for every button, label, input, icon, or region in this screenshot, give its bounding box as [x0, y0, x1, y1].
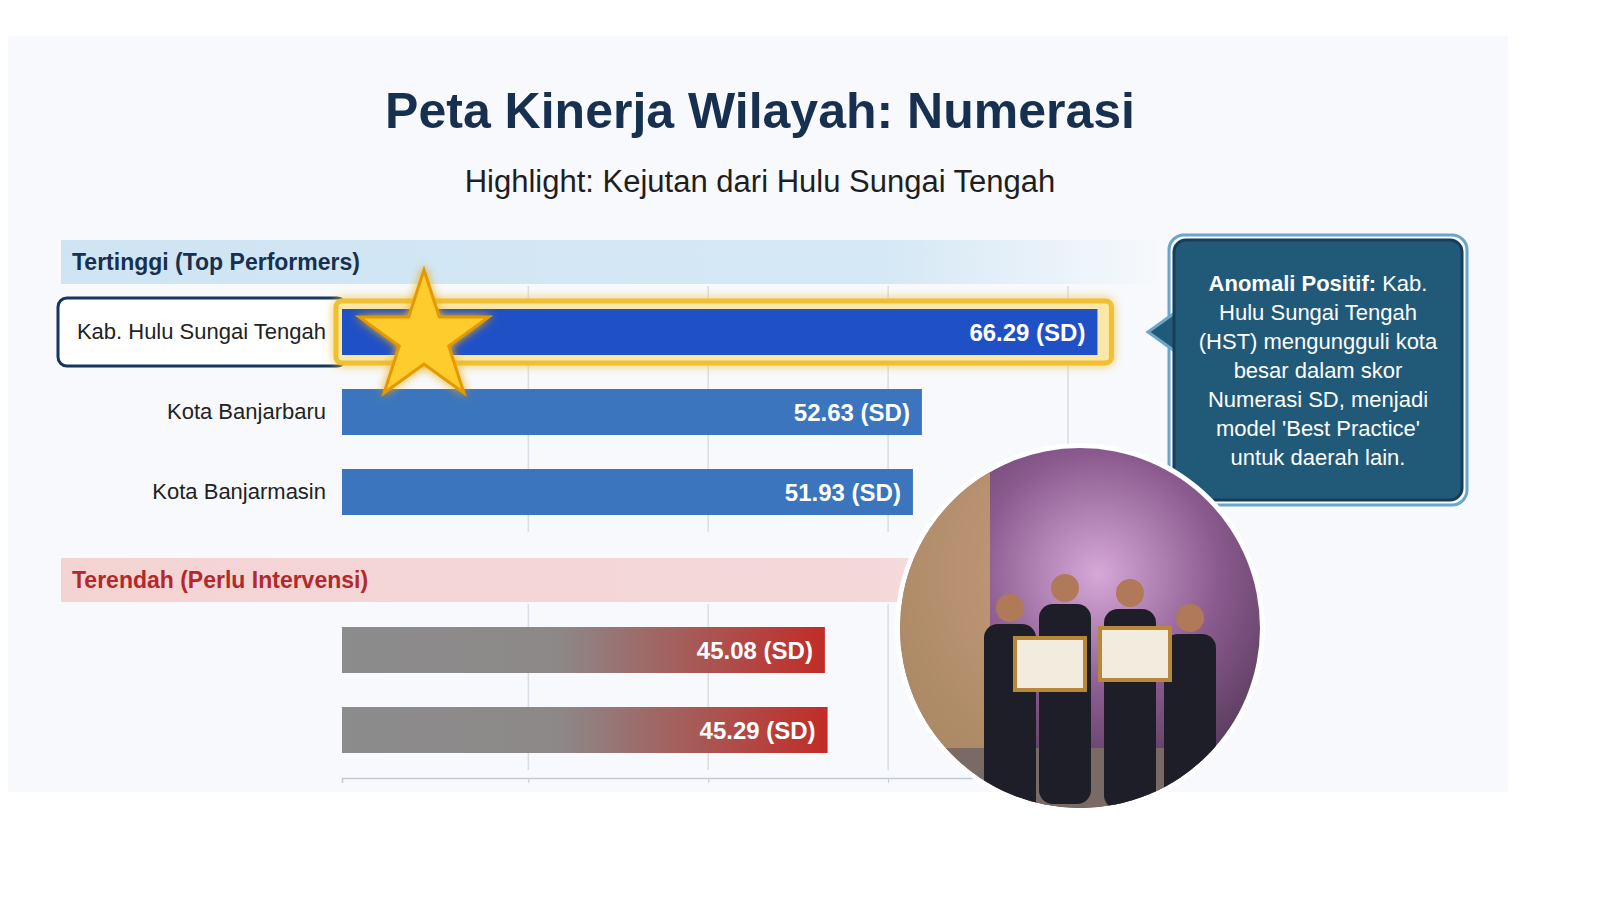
tick: Kota Banjarmasin	[152, 479, 326, 504]
photo-person	[1176, 604, 1204, 632]
tick: Kab. Hulu Sungai Tengah	[77, 319, 326, 344]
photo-certificate	[1015, 638, 1085, 690]
highlight-box	[58, 298, 346, 366]
photo-certificate	[1100, 628, 1170, 680]
annotation-line: besar dalam skor	[1234, 358, 1403, 383]
grid-line	[887, 604, 889, 770]
tick-mark	[708, 778, 709, 783]
bar	[342, 707, 828, 753]
group-band	[61, 240, 1161, 284]
tick-mark	[888, 778, 889, 783]
annotation-text: Kab.	[1376, 271, 1427, 296]
tick	[708, 778, 709, 783]
chart-root: Peta Kinerja Wilayah: Numerasi Highlight:…	[0, 0, 1600, 900]
tick	[888, 778, 889, 783]
annotation-text: Hulu Sungai Tengah	[1219, 300, 1417, 325]
photo	[895, 443, 1265, 834]
title: Peta Kinerja Wilayah: Numerasi	[385, 83, 1135, 139]
category-label: Kab. Hulu Sungai Tengah	[77, 319, 326, 344]
photo-person	[1116, 579, 1144, 607]
data-label: 52.63 (SD)	[794, 399, 910, 426]
bar	[342, 389, 922, 435]
bar	[342, 469, 913, 515]
annotation-heading: Anomali Positif:	[1209, 271, 1376, 296]
annotation-text: untuk daerah lain.	[1231, 445, 1406, 470]
star	[359, 270, 488, 393]
group-label: Terendah (Perlu Intervensi)	[72, 567, 368, 593]
annotation-line: Anomali Positif: Kab.	[1209, 271, 1428, 296]
annotation-text: (HST) mengungguli kota	[1199, 329, 1438, 354]
data-label: 45.08 (SD)	[697, 637, 813, 664]
annotation-line: model 'Best Practice'	[1216, 416, 1420, 441]
annotation-line: Hulu Sungai Tengah	[1219, 300, 1417, 325]
category-label: Kota Banjarmasin	[152, 479, 326, 504]
annotation-ring	[1169, 235, 1467, 505]
tick: Kota Banjarbaru	[167, 399, 326, 424]
annotation-pointer	[1148, 312, 1176, 352]
annotation-box	[1174, 240, 1462, 500]
data-label: 66.29 (SD)	[969, 319, 1085, 346]
category-label: Kota Banjarbaru	[167, 399, 326, 424]
annotation: Anomali Positif: Kab. Hulu Sungai Tengah (…	[1148, 235, 1467, 505]
category-axis: Kab. Hulu Sungai Tengah Kota Banjarbaru Ko…	[77, 319, 326, 504]
background	[0, 0, 1600, 900]
photo-person	[996, 594, 1024, 622]
annotation-text: model 'Best Practice'	[1216, 416, 1420, 441]
photo-person	[1039, 604, 1091, 804]
data-label: 45.29 (SD)	[700, 717, 816, 744]
photo-border	[895, 443, 1265, 813]
tick	[528, 778, 529, 783]
subtitle: Highlight: Kejutan dari Hulu Sungai Teng…	[465, 164, 1056, 199]
annotation-line: (HST) mengungguli kota	[1199, 329, 1438, 354]
annotation-line: Numerasi SD, menjadi	[1208, 387, 1428, 412]
annotation-line: untuk daerah lain.	[1231, 445, 1406, 470]
data-label: 51.93 (SD)	[785, 479, 901, 506]
group-label: Tertinggi (Top Performers)	[72, 249, 360, 275]
panel	[8, 36, 1508, 792]
tick-mark	[528, 778, 529, 783]
annotation-text: besar dalam skor	[1234, 358, 1403, 383]
annotation-text: Numerasi SD, menjadi	[1208, 387, 1428, 412]
bar	[342, 627, 825, 673]
photo-person	[1051, 574, 1079, 602]
